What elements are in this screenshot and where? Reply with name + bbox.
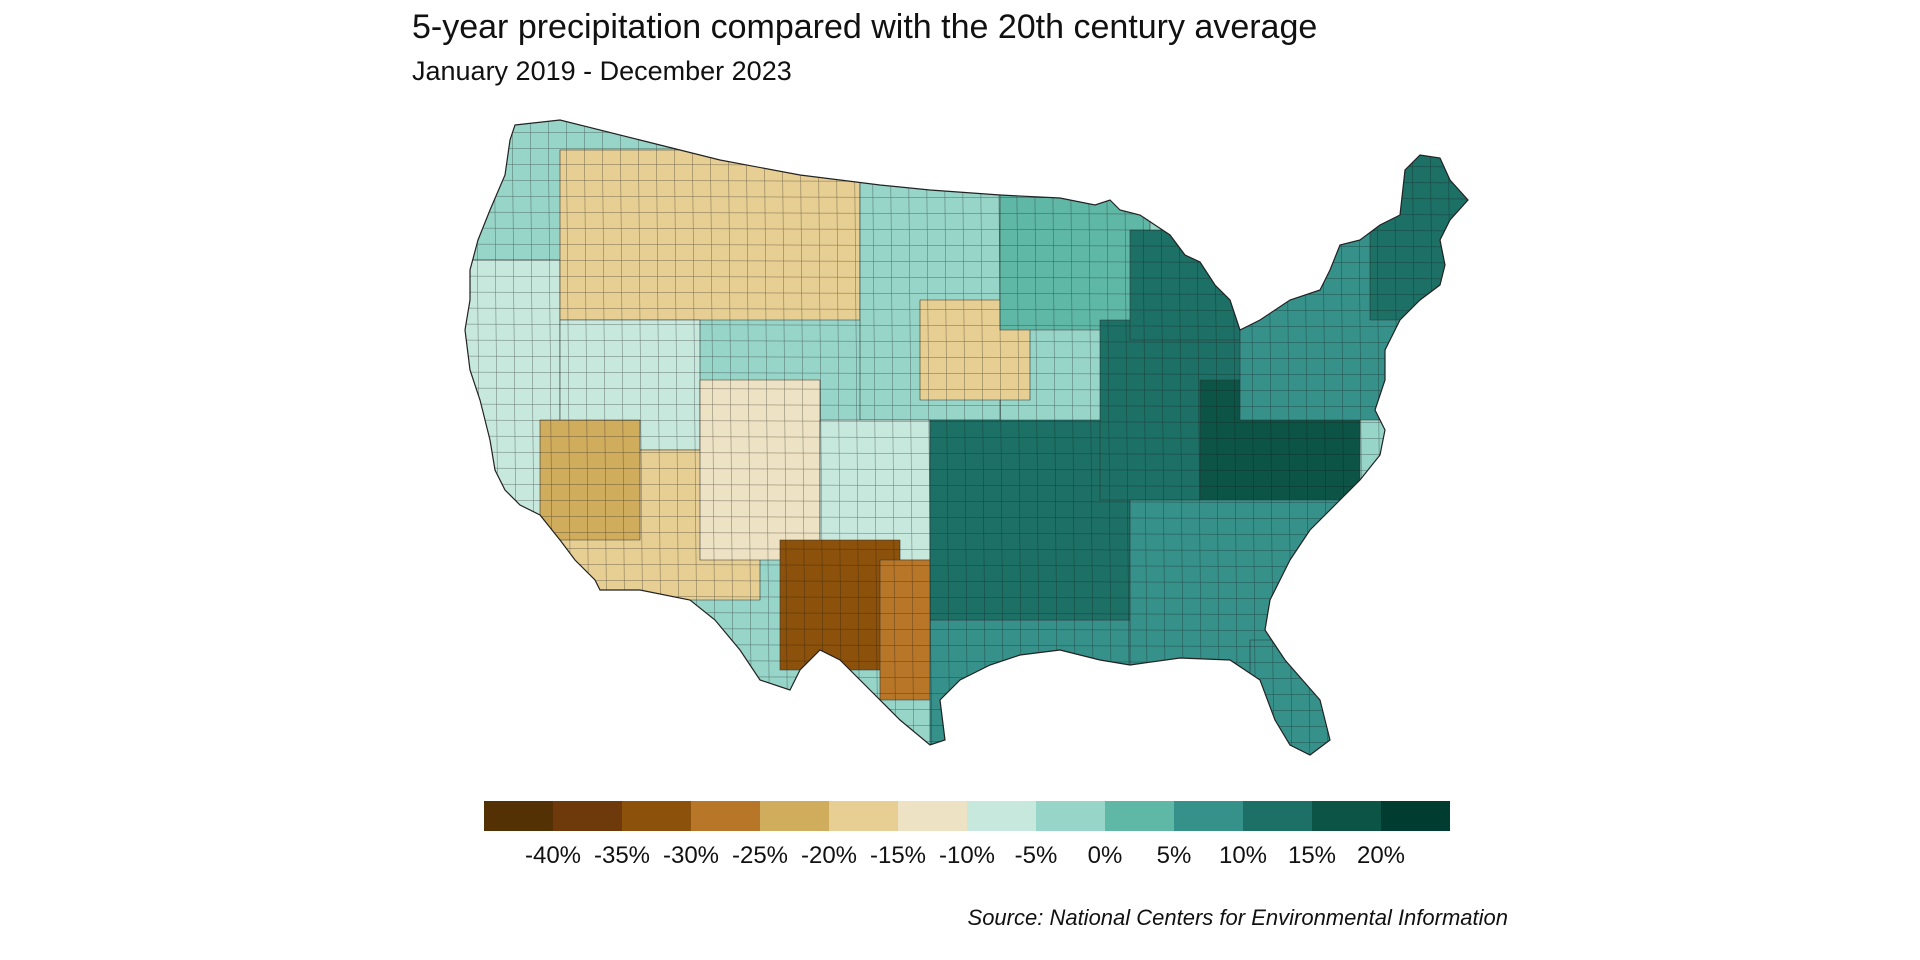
legend-swatch xyxy=(760,801,829,831)
legend-tick-label: 5% xyxy=(1156,842,1192,869)
county-line xyxy=(430,788,1490,791)
legend-swatch xyxy=(1036,801,1105,831)
county-line xyxy=(465,451,1468,456)
legend-swatch xyxy=(622,801,691,831)
county-line xyxy=(465,323,1468,328)
county-line xyxy=(430,772,1490,775)
county-line xyxy=(1393,120,1401,755)
county-line xyxy=(465,467,1468,472)
county-line xyxy=(781,120,789,755)
legend-swatch xyxy=(1105,801,1174,831)
county-line xyxy=(465,307,1468,312)
legend-swatch xyxy=(553,801,622,831)
legend-swatch xyxy=(967,801,1036,831)
county-line xyxy=(465,739,1468,744)
county-line xyxy=(853,120,861,755)
region-northern-rockies xyxy=(559,149,861,321)
county-line xyxy=(889,120,897,755)
county-line xyxy=(465,339,1468,344)
legend-tick-label: 0% xyxy=(1087,842,1123,869)
legend-swatch xyxy=(691,801,760,831)
legend-swatch xyxy=(484,801,553,831)
county-line xyxy=(465,515,1468,520)
county-line xyxy=(465,371,1468,376)
legend-swatch xyxy=(1243,801,1312,831)
county-line xyxy=(465,435,1468,440)
county-line xyxy=(465,707,1468,712)
county-line xyxy=(465,499,1468,504)
county-line xyxy=(440,90,446,790)
county-line xyxy=(430,100,1490,103)
legend-tick-label: 20% xyxy=(1356,842,1406,869)
region-michigan xyxy=(1129,229,1241,341)
county-line xyxy=(430,116,1490,119)
county-line xyxy=(465,355,1468,360)
legend-swatch xyxy=(829,801,898,831)
legend-tick-label: -5% xyxy=(1014,842,1058,869)
county-line xyxy=(465,483,1468,488)
legend-tick-label: 15% xyxy=(1287,842,1337,869)
county-line xyxy=(871,120,879,755)
legend-tick-label: 10% xyxy=(1218,842,1268,869)
county-line xyxy=(763,120,771,755)
legend-tick-label: -10% xyxy=(938,842,996,869)
county-line xyxy=(465,387,1468,392)
map-subtitle: January 2019 - December 2023 xyxy=(412,56,792,86)
legend-tick-label: -20% xyxy=(800,842,858,869)
region-upper-midwest xyxy=(999,149,1151,331)
legend-tick-label: -30% xyxy=(662,842,720,869)
county-line xyxy=(475,120,483,755)
county-line xyxy=(465,691,1468,696)
legend-swatch xyxy=(1312,801,1381,831)
county-line xyxy=(961,120,969,755)
county-line xyxy=(465,291,1468,296)
county-line xyxy=(907,120,915,755)
county-line xyxy=(458,90,464,790)
county-line xyxy=(465,403,1468,408)
legend-tick-label: -35% xyxy=(593,842,651,869)
county-line xyxy=(465,419,1468,424)
legend-swatch xyxy=(1174,801,1243,831)
legend-swatch xyxy=(898,801,967,831)
legend-swatch xyxy=(1381,801,1450,831)
legend-tick-label: -25% xyxy=(731,842,789,869)
county-line xyxy=(430,756,1490,759)
map-title: 5-year precipitation compared with the 2… xyxy=(412,8,1318,46)
county-line xyxy=(943,120,951,755)
region-florida xyxy=(1249,639,1351,755)
source-note: Source: National Centers for Environment… xyxy=(967,905,1508,930)
county-line xyxy=(465,723,1468,728)
legend-tick-label: -40% xyxy=(524,842,582,869)
us-map xyxy=(430,90,1490,791)
county-line xyxy=(1465,120,1468,755)
region-gulf-coast xyxy=(929,619,1141,755)
color-legend xyxy=(484,801,1450,831)
legend-tick-label: -15% xyxy=(869,842,927,869)
county-line xyxy=(925,120,933,755)
us-outline xyxy=(464,119,1469,756)
region-arizona-dry xyxy=(539,419,641,541)
